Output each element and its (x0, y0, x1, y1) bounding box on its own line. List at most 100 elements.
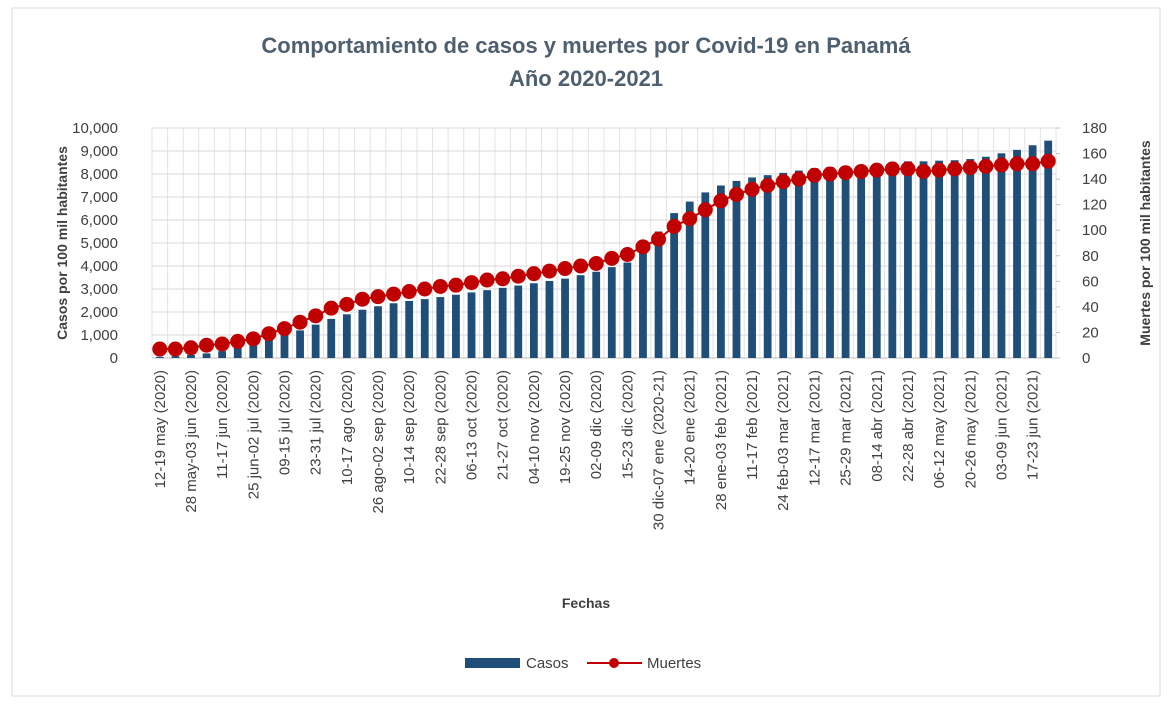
x-tick-label: 08-14 abr (2021) (869, 370, 886, 482)
bar (265, 339, 273, 358)
marker (651, 231, 667, 247)
marker (993, 157, 1009, 173)
bar (498, 287, 507, 358)
legend-label: Muertes (647, 655, 701, 672)
marker (884, 161, 900, 177)
marker (619, 247, 635, 262)
bar (623, 262, 632, 358)
y2-tick-label: 120 (1082, 197, 1107, 214)
bar (576, 275, 585, 358)
marker (573, 258, 589, 274)
marker (152, 341, 168, 357)
bar (405, 300, 414, 358)
marker (916, 163, 932, 179)
marker (697, 202, 713, 218)
bar (342, 314, 351, 358)
y2-axis-title: Muertes por 100 mil habitantes (1137, 140, 1153, 346)
bar (639, 252, 647, 358)
y2-tick-label: 160 (1082, 146, 1107, 163)
marker (822, 166, 838, 182)
x-tick-label: 28 may-03 jun (2020) (183, 370, 200, 513)
bar (717, 185, 725, 358)
bar (950, 160, 959, 358)
bar (841, 165, 850, 358)
bar (794, 170, 803, 358)
bar (249, 343, 258, 358)
marker (604, 250, 620, 266)
marker (308, 308, 324, 324)
x-tick-label: 20-26 may (2021) (962, 370, 979, 488)
bar (826, 167, 834, 358)
y2-tick-label: 140 (1082, 171, 1107, 188)
x-tick-label: 26 ago-02 sep (2020) (370, 370, 387, 513)
marker (261, 326, 277, 342)
x-tick-label: 15-23 dic (2020) (619, 370, 636, 479)
x-tick-label: 14-20 ene (2021) (682, 370, 699, 485)
marker (464, 275, 480, 291)
bar (529, 283, 538, 358)
marker (947, 161, 963, 177)
bar (701, 192, 710, 358)
x-tick-label: 11-17 jun (2020) (214, 370, 231, 479)
bar (654, 231, 663, 358)
y-tick-label: 4,000 (80, 258, 118, 275)
bar (966, 159, 975, 358)
x-tick-label: 28 ene-03 feb (2021) (713, 370, 730, 510)
bar (935, 160, 943, 358)
bar (732, 180, 741, 358)
marker (1009, 156, 1025, 172)
x-tick-label: 12-17 mar (2021) (806, 370, 823, 486)
bar (919, 161, 928, 358)
marker (760, 178, 776, 193)
marker (339, 296, 355, 312)
bar (187, 355, 195, 358)
y-tick-label: 0 (110, 350, 118, 367)
x-tick-label: 11-17 feb (2021) (744, 370, 761, 480)
marker (354, 291, 370, 307)
bar (748, 177, 756, 358)
y-tick-label: 5,000 (80, 235, 118, 252)
y2-tick-label: 0 (1082, 350, 1090, 367)
marker (183, 340, 199, 356)
legend-swatch (465, 658, 520, 668)
x-tick-label: 10-17 ago (2020) (339, 370, 356, 485)
bar (296, 330, 304, 358)
marker (806, 167, 822, 183)
y-tick-label: 6,000 (80, 212, 118, 229)
bar (888, 162, 897, 358)
x-tick-label: 25 jun-02 jul (2020) (245, 370, 262, 499)
bar (763, 175, 772, 358)
marker (744, 181, 760, 197)
bar (311, 324, 320, 358)
marker (557, 261, 573, 277)
x-tick-label: 12-19 may (2020) (152, 370, 169, 488)
marker (682, 211, 698, 227)
marker (978, 158, 994, 174)
y-tick-label: 2,000 (80, 304, 118, 321)
bar (561, 278, 569, 358)
bar (467, 292, 476, 358)
marker (214, 336, 230, 352)
marker (775, 174, 791, 190)
bar (452, 294, 460, 358)
bar (171, 356, 180, 358)
y-tick-label: 3,000 (80, 281, 118, 298)
y-tick-label: 7,000 (80, 189, 118, 206)
chart-title: Comportamiento de casos y muertes por Co… (261, 33, 911, 58)
bar (592, 271, 601, 358)
bar (872, 163, 881, 358)
bar (218, 351, 227, 358)
marker (199, 337, 215, 353)
bar (685, 201, 694, 358)
bar (436, 297, 445, 358)
bar (280, 335, 289, 358)
y-axis-title: Casos por 100 mil habitantes (54, 146, 70, 340)
legend-marker (609, 658, 619, 668)
bar (670, 213, 679, 358)
marker (276, 321, 292, 337)
marker (1040, 153, 1056, 169)
legend-label: Casos (526, 655, 569, 672)
x-tick-label: 22-28 sep (2020) (432, 370, 449, 484)
bar (607, 267, 616, 358)
marker (588, 255, 604, 271)
